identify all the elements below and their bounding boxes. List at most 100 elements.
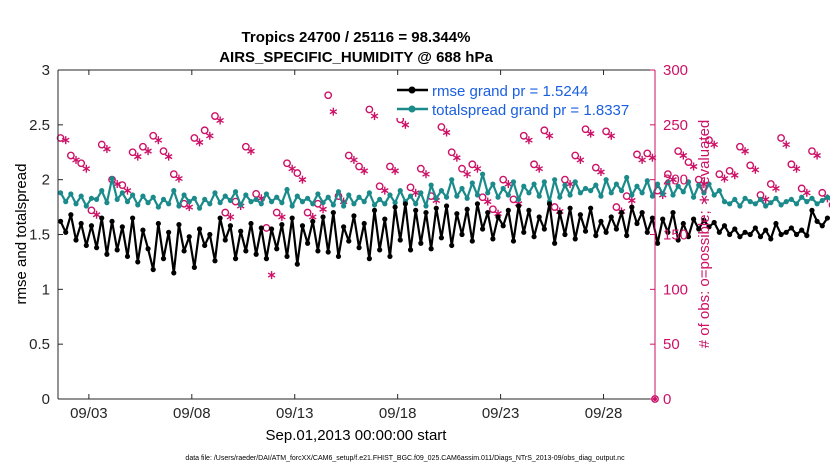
count-evaluated-marker — [628, 196, 636, 205]
series-point-rmse — [171, 270, 177, 276]
series-point-rmse — [690, 216, 697, 222]
count-possible-marker — [221, 208, 230, 217]
series-point-rmse — [397, 237, 403, 243]
series-point-totalspread — [150, 194, 156, 200]
asterisk-stroke — [494, 211, 502, 217]
x-tick-label: 09/23 — [482, 405, 520, 422]
series-point-totalspread — [721, 199, 728, 205]
count-possible-marker — [200, 126, 209, 135]
series-point-rmse — [243, 248, 249, 254]
series-point-totalspread — [186, 199, 192, 205]
series-point-rmse — [227, 223, 234, 229]
series-point-totalspread — [747, 199, 753, 205]
asterisk-stroke — [761, 196, 770, 203]
series-point-totalspread — [140, 193, 146, 199]
count-possible-marker — [97, 140, 106, 149]
series-point-totalspread — [706, 181, 712, 187]
count-evaluated-marker — [638, 155, 646, 164]
asterisk-stroke — [422, 171, 430, 177]
series-point-totalspread — [464, 195, 470, 201]
series-point-rmse — [464, 206, 470, 212]
series-point-rmse — [696, 226, 702, 232]
asterisk-stroke — [576, 157, 585, 163]
series-point-totalspread — [207, 201, 213, 207]
asterisk-stroke — [205, 133, 214, 139]
y-tick-label-left: 2.5 — [29, 117, 50, 134]
series-point-rmse — [114, 247, 120, 253]
y-tick-label-right: 100 — [663, 281, 688, 298]
asterisk-stroke — [154, 137, 163, 143]
series-point-totalspread — [263, 191, 270, 197]
series-point-rmse — [660, 216, 666, 222]
series-point-rmse — [706, 224, 712, 230]
series-point-totalspread — [191, 195, 197, 201]
series-point-totalspread — [654, 181, 661, 187]
series-point-totalspread — [716, 188, 722, 194]
series-point-totalspread — [660, 191, 666, 197]
series-point-totalspread — [624, 174, 630, 181]
count-evaluated-marker — [772, 184, 780, 193]
count-possible-marker — [581, 125, 590, 134]
series-point-totalspread — [238, 202, 244, 208]
series-point-totalspread — [804, 199, 810, 205]
series-point-totalspread — [541, 179, 547, 185]
chart-title: Tropics 24700 / 25116 = 98.344% — [242, 29, 471, 46]
count-evaluated-marker — [802, 188, 811, 197]
count-possible-marker — [828, 201, 830, 208]
series-point-totalspread — [521, 183, 527, 189]
series-point-rmse — [57, 218, 64, 224]
series-point-rmse — [819, 223, 825, 229]
series-point-totalspread — [593, 182, 599, 188]
count-evaluated-marker — [267, 271, 276, 280]
series-point-rmse — [428, 246, 434, 252]
count-possible-marker — [149, 131, 158, 140]
count-evaluated-marker — [700, 180, 708, 189]
series-point-totalspread — [649, 193, 656, 199]
count-possible-marker — [746, 161, 755, 170]
count-evaluated-marker — [123, 186, 132, 195]
series-point-rmse — [238, 228, 244, 234]
series-point-rmse — [809, 207, 815, 213]
series-point-rmse — [572, 236, 578, 242]
count-possible-marker — [736, 142, 744, 151]
series-point-rmse — [382, 216, 388, 222]
count-evaluated-marker — [689, 162, 698, 171]
series-point-totalspread — [397, 188, 403, 194]
count-possible-marker — [303, 208, 312, 217]
asterisk-stroke — [463, 171, 471, 177]
series-point-totalspread — [407, 193, 414, 199]
series-point-totalspread — [727, 201, 733, 207]
series-point-totalspread — [325, 194, 331, 200]
series-point-rmse — [783, 229, 789, 235]
count-evaluated-marker — [679, 151, 688, 160]
series-point-totalspread — [639, 190, 645, 196]
count-evaluated-marker — [216, 116, 224, 125]
series-point-totalspread — [809, 195, 815, 201]
series-point-totalspread — [335, 189, 342, 195]
count-possible-marker — [612, 203, 621, 211]
count-evaluated-marker — [205, 131, 214, 140]
count-possible-marker — [458, 164, 466, 173]
x-tick-label: 09/28 — [585, 405, 623, 422]
series-point-totalspread — [289, 203, 295, 209]
count-possible-marker — [56, 134, 65, 142]
series-point-rmse — [557, 209, 563, 216]
series-point-totalspread — [202, 196, 208, 203]
asterisk-stroke — [679, 152, 688, 159]
series-point-rmse — [263, 256, 270, 262]
count-possible-marker — [159, 147, 168, 156]
series-point-rmse — [747, 231, 753, 238]
count-evaluated-marker — [792, 164, 801, 173]
series-point-rmse — [160, 256, 167, 262]
y-tick-label-left: 0 — [42, 391, 50, 408]
count-possible-marker — [488, 205, 497, 214]
series-point-rmse — [763, 227, 769, 233]
series-point-totalspread — [305, 195, 311, 201]
y-tick-label-right: 200 — [663, 172, 688, 189]
count-evaluated-marker — [329, 107, 338, 116]
series-point-rmse — [361, 220, 367, 227]
series-point-rmse — [166, 229, 172, 235]
count-evaluated-marker — [741, 147, 749, 156]
series-point-rmse — [701, 217, 707, 223]
series-point-totalspread — [552, 177, 558, 183]
